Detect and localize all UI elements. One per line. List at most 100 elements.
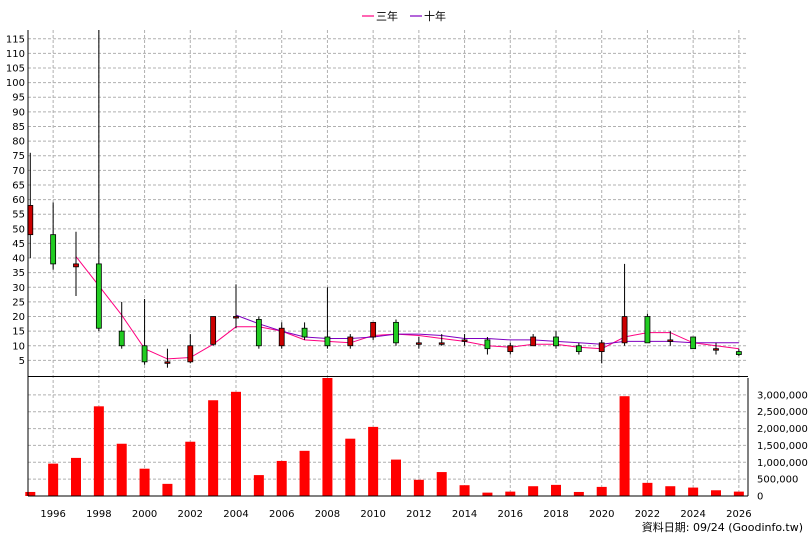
candle-body — [667, 339, 674, 342]
volume-bar — [322, 378, 333, 496]
price-tick-label: 35 — [12, 268, 25, 279]
price-tick-label: 10 — [12, 341, 25, 352]
volume-bar — [139, 468, 150, 496]
candle-body — [95, 263, 102, 329]
price-tick-label: 70 — [12, 166, 25, 177]
price-tick-label: 55 — [12, 210, 25, 221]
volume-bars — [25, 378, 744, 496]
candle-body — [73, 263, 79, 268]
price-tick-label: 95 — [12, 93, 25, 104]
price-tick-label: 75 — [12, 151, 25, 162]
year-tick-label: 2012 — [406, 509, 431, 520]
moving-average-lines — [75, 256, 739, 360]
year-tick-label: 2026 — [726, 509, 751, 520]
year-tick-label: 2000 — [132, 509, 157, 520]
candle-body — [621, 316, 628, 344]
volume-bar — [665, 486, 676, 496]
candle-body — [370, 321, 377, 338]
volume-bar — [162, 483, 173, 496]
year-tick-label: 1996 — [40, 509, 65, 520]
volume-bar — [642, 482, 653, 496]
candle-body — [644, 316, 651, 344]
volume-bar — [688, 487, 699, 496]
candle-body — [415, 342, 422, 345]
price-tick-label: 15 — [12, 327, 25, 338]
volume-bar — [208, 400, 219, 496]
price-tick-label: 100 — [6, 78, 25, 89]
volume-bar — [619, 396, 630, 496]
price-tick-label: 30 — [12, 283, 25, 294]
price-tick-label: 90 — [12, 107, 25, 118]
volume-bar — [276, 460, 287, 496]
volume-bar — [253, 475, 264, 496]
candle-body — [347, 336, 354, 347]
candle-body — [507, 345, 514, 353]
volume-bar — [482, 492, 493, 496]
candle-body — [118, 330, 125, 347]
price-tick-label: 25 — [12, 297, 25, 308]
candle-body — [27, 205, 34, 236]
volume-tick-label: 2,000,000 — [757, 424, 808, 435]
volume-bar — [528, 486, 539, 496]
volume-axis-labels: 0 500,000 1,000,000 1,500,000 2,000,000 2,500… — [757, 390, 808, 502]
year-tick-label: 2006 — [269, 509, 294, 520]
volume-bar — [71, 457, 81, 496]
price-tick-label: 45 — [12, 239, 25, 250]
candle-body — [278, 327, 285, 347]
candle-body — [210, 316, 217, 345]
volume-bar — [596, 486, 607, 496]
volume-bar — [93, 406, 104, 496]
candle-body — [484, 339, 491, 350]
candlesticks — [27, 30, 742, 368]
volume-bar — [25, 491, 36, 496]
price-tick-label: 80 — [12, 137, 25, 148]
price-tick-label: 50 — [12, 224, 25, 235]
candle-body — [530, 336, 537, 347]
price-tick-label: 110 — [6, 49, 25, 60]
axes — [27, 30, 749, 497]
volume-bar — [551, 484, 561, 496]
volume-tick-label: 1,000,000 — [757, 458, 808, 469]
candle-body — [187, 345, 194, 363]
price-tick-label: 20 — [12, 312, 25, 323]
volume-bar — [185, 441, 196, 496]
volume-bar — [505, 491, 516, 496]
candle-body — [598, 342, 605, 353]
volume-bar — [116, 443, 127, 496]
candle-body — [553, 336, 559, 347]
candle-body — [575, 345, 582, 353]
volume-tick-label: 0 — [757, 492, 763, 503]
candle-body — [324, 336, 331, 347]
footer-note: 資料日期: 09/24 (Goodinfo.tw) — [642, 520, 803, 534]
candle-body — [438, 342, 445, 345]
volume-bar — [436, 472, 447, 496]
candle-body — [141, 345, 148, 363]
year-tick-label: 2018 — [543, 509, 568, 520]
candle-body — [164, 361, 171, 364]
candle-body — [233, 316, 239, 319]
year-tick-label: 2024 — [680, 509, 705, 520]
volume-tick-label: 1,500,000 — [757, 441, 808, 452]
candle-body — [713, 348, 719, 351]
year-tick-label: 2008 — [315, 509, 340, 520]
year-axis-labels: 1996 1998 2000 2002 2004 2006 2008 2010 2012 2014… — [40, 509, 751, 520]
legend-label-10yr: 十年 — [424, 9, 446, 23]
candle-body — [255, 319, 262, 347]
year-tick-label: 2002 — [178, 509, 203, 520]
volume-bar — [48, 463, 59, 496]
volume-tick-label: 3,000,000 — [757, 390, 808, 401]
price-tick-label: 40 — [12, 254, 25, 265]
year-tick-label: 2010 — [360, 509, 385, 520]
price-axis-labels: 5 10 15 20 25 30 35 40 45 50 55 60 65 70 75 80 85 90 95 100… — [6, 34, 25, 367]
volume-bar — [345, 438, 356, 496]
price-gridlines — [28, 30, 748, 496]
year-tick-label: 1998 — [86, 509, 111, 520]
volume-bar — [459, 485, 470, 496]
volume-bar — [711, 490, 721, 496]
volume-bar — [391, 459, 401, 496]
volume-tick-label: 500,000 — [757, 475, 798, 486]
candle-body — [690, 336, 697, 350]
price-tick-label: 65 — [12, 180, 25, 191]
